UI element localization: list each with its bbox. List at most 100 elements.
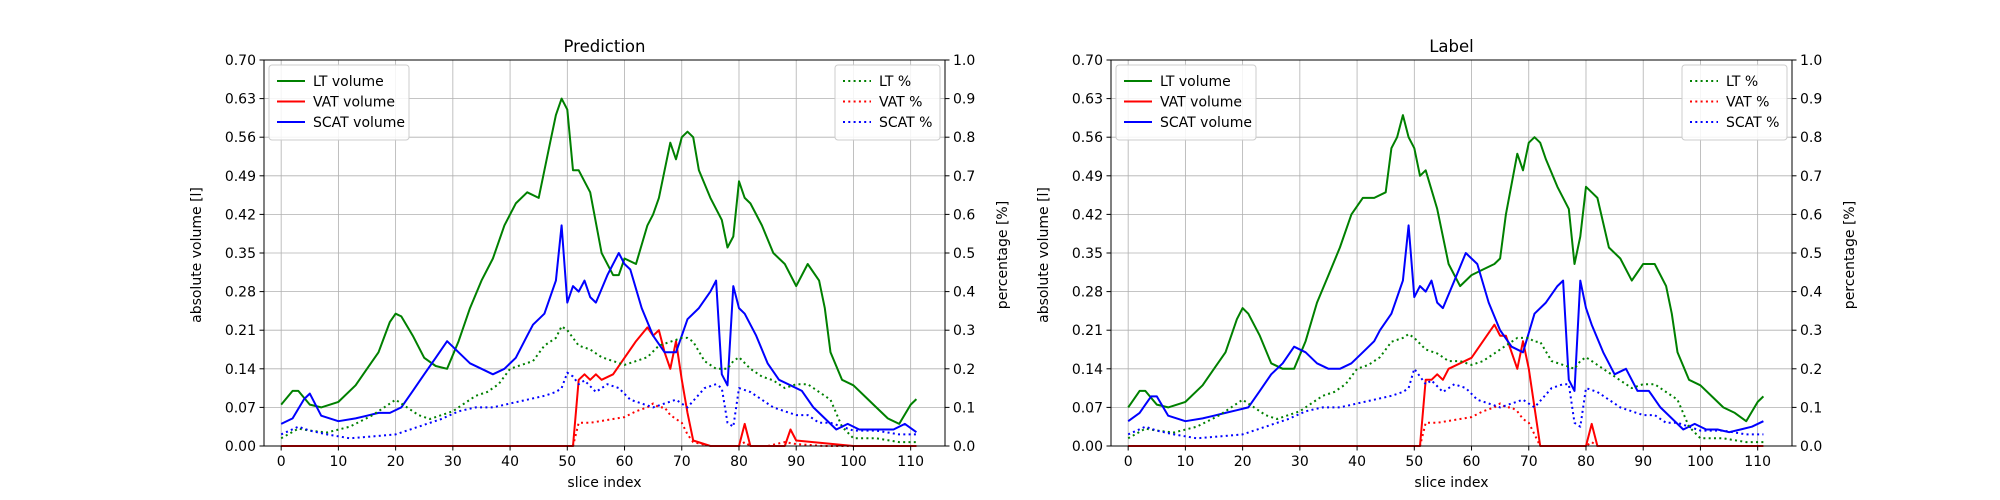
- x-tick-label: 100: [1687, 454, 1714, 470]
- y2-tick-label: 0.9: [953, 92, 975, 108]
- legend-left-prediction: LT volume VAT volume SCAT volume: [268, 64, 410, 141]
- chart-panel-label: Label slice index absolute volume [l] pe…: [1036, 37, 1858, 491]
- chart-panel-prediction: Prediction slice index absolute volume […: [189, 37, 1011, 491]
- legend-label-scat-volume: SCAT volume: [313, 115, 405, 131]
- x-axis-title-label: slice index: [1414, 475, 1488, 491]
- y2-tick-label: 0.3: [1800, 323, 1822, 339]
- x-tick-label: 0: [277, 454, 286, 470]
- ticks-label: [1106, 59, 1797, 451]
- y-axis-title-label: absolute volume [l]: [1036, 187, 1052, 323]
- x-tick-label: 30: [1291, 454, 1309, 470]
- y2-tick-label: 0.5: [1800, 246, 1822, 262]
- x-tick-label: 100: [840, 454, 867, 470]
- series-line-scat-volume: [280, 224, 917, 434]
- y2-tick-label: 0.6: [953, 207, 975, 223]
- x-axis-title-prediction: slice index: [567, 475, 641, 491]
- y2-tick-label: 0.2: [953, 362, 975, 378]
- legend-label-scat: SCAT %: [879, 115, 932, 131]
- legend-label-vat-volume: VAT volume: [1160, 95, 1242, 111]
- y2-tick-label: 0.1: [1800, 400, 1822, 416]
- legend-box: [1681, 64, 1788, 141]
- y2-tick-label: 0.7: [953, 169, 975, 185]
- x-tick-label: 80: [730, 454, 748, 470]
- y-tick-label: 0.42: [225, 207, 256, 223]
- y2-tick-label: 0.0: [1800, 439, 1822, 455]
- y-tick-label: 0.07: [1072, 400, 1103, 416]
- series-line-scat: [280, 371, 917, 440]
- x-tick-label: 110: [1744, 454, 1771, 470]
- legend-right-prediction: LT % VAT % SCAT %: [834, 64, 941, 141]
- ticks-prediction: [259, 59, 950, 451]
- series-line-vat: [1128, 402, 1764, 447]
- chart-title-prediction: Prediction: [564, 37, 646, 56]
- legend-left-label: LT volume VAT volume SCAT volume: [1115, 64, 1257, 141]
- x-tick-label: 10: [1176, 454, 1194, 470]
- y2-tick-label: 0.9: [1800, 92, 1822, 108]
- y-tick-label: 0.42: [1072, 207, 1103, 223]
- series-line-lt-volume: [280, 97, 918, 425]
- series-lines-prediction: [280, 97, 918, 447]
- legend-label-scat-volume: SCAT volume: [1160, 115, 1252, 131]
- y-tick-label: 0.14: [225, 362, 256, 378]
- y2-tick-label: 0.3: [953, 323, 975, 339]
- legend-label-vat-volume: VAT volume: [313, 95, 395, 111]
- series-lines-label: [1127, 114, 1765, 447]
- y2-tick-label: 0.1: [953, 400, 975, 416]
- x-tick-label: 70: [673, 454, 691, 470]
- y-tick-label: 0.56: [1072, 130, 1103, 146]
- y-tick-label: 0.70: [225, 53, 256, 69]
- y2-tick-label: 0.2: [1800, 362, 1822, 378]
- y-tick-label: 0.70: [1072, 53, 1103, 69]
- y-tick-label: 0.00: [1072, 439, 1103, 455]
- legend-label-vat: VAT %: [879, 95, 922, 111]
- y2-tick-label: 0.4: [953, 285, 975, 301]
- series-line-scat-volume: [1127, 224, 1764, 434]
- x-tick-label: 40: [1348, 454, 1366, 470]
- legend-label-vat: VAT %: [1726, 95, 1769, 111]
- series-line-vat-volume: [281, 326, 917, 447]
- series-line-vat: [281, 402, 917, 447]
- y-tick-label: 0.49: [1072, 169, 1103, 185]
- y-tick-label: 0.07: [225, 400, 256, 416]
- y2-tick-label: 0.7: [1800, 169, 1822, 185]
- y-tick-label: 0.21: [225, 323, 256, 339]
- y2-axis-title-label: percentage [%]: [1842, 201, 1858, 309]
- x-tick-label: 20: [1234, 454, 1252, 470]
- x-tick-label: 60: [616, 454, 634, 470]
- y2-tick-label: 0.8: [1800, 130, 1822, 146]
- y2-tick-label: 1.0: [953, 53, 975, 69]
- y2-tick-label: 0.8: [953, 130, 975, 146]
- legend-right-label: LT % VAT % SCAT %: [1681, 64, 1788, 141]
- x-tick-label: 70: [1520, 454, 1538, 470]
- tick-labels-label: 0 10 20 30 40 50 60 70 80 90 100 110 0.00 0.07 0.14 0.2…: [1072, 53, 1823, 470]
- y-tick-label: 0.28: [225, 285, 256, 301]
- series-line-lt-volume: [1127, 114, 1765, 423]
- y-tick-label: 0.56: [225, 130, 256, 146]
- x-tick-label: 30: [444, 454, 462, 470]
- y-tick-label: 0.49: [225, 169, 256, 185]
- y-tick-label: 0.35: [225, 246, 256, 262]
- y-tick-label: 0.00: [225, 439, 256, 455]
- y-axis-title-prediction: absolute volume [l]: [189, 187, 205, 323]
- y2-tick-label: 1.0: [1800, 53, 1822, 69]
- y-tick-label: 0.63: [225, 92, 256, 108]
- series-line-lt: [1127, 333, 1764, 444]
- y2-tick-label: 0.5: [953, 246, 975, 262]
- y-tick-label: 0.14: [1072, 362, 1103, 378]
- x-tick-label: 50: [1405, 454, 1423, 470]
- x-tick-label: 10: [329, 454, 347, 470]
- x-tick-label: 110: [897, 454, 924, 470]
- x-tick-label: 0: [1124, 454, 1133, 470]
- x-tick-label: 90: [787, 454, 805, 470]
- y-tick-label: 0.21: [1072, 323, 1103, 339]
- x-tick-label: 40: [501, 454, 519, 470]
- tick-labels-prediction: 0 10 20 30 40 50 60 70 80 90 100 110 0.00 0.07 0.14 0.2…: [225, 53, 976, 470]
- legend-label-lt-volume: LT volume: [313, 74, 384, 90]
- y2-tick-label: 0.6: [1800, 207, 1822, 223]
- series-line-lt: [280, 325, 917, 444]
- series-line-scat: [1127, 367, 1764, 440]
- y2-tick-label: 0.0: [953, 439, 975, 455]
- gridlines-label: [1111, 59, 1792, 447]
- y-tick-label: 0.28: [1072, 285, 1103, 301]
- legend-box: [834, 64, 941, 141]
